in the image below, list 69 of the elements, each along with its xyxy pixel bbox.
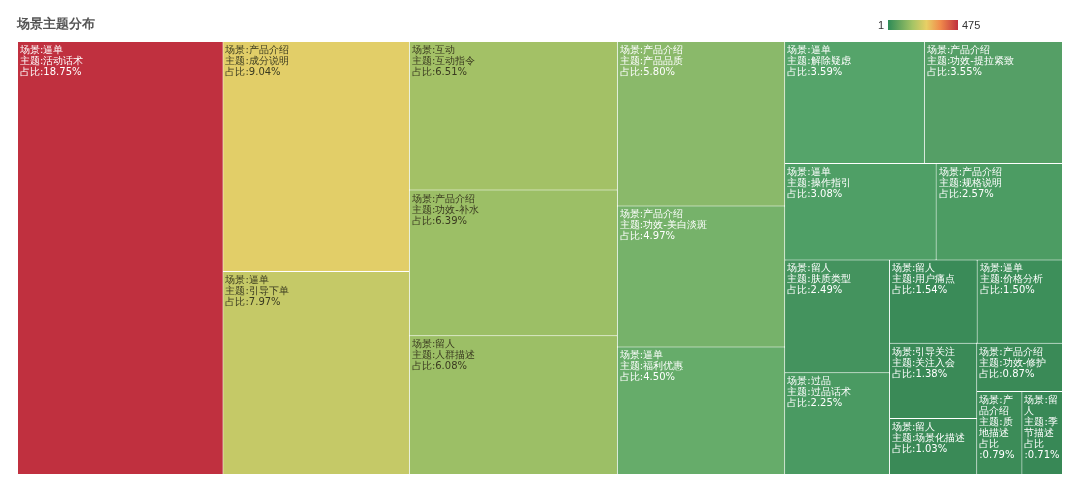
category-label: 主题:产品品质 — [619, 55, 684, 66]
text: 场景:产品介绍 — [926, 44, 991, 55]
category-label: 主题:功效-提拉紧致 — [926, 55, 1014, 66]
category-label: 主题:价格分析 — [979, 273, 1044, 285]
series-label: 场景:互动 — [410, 44, 456, 55]
data-label: 占比:2.57% — [938, 187, 994, 199]
series-label: 场景:引导关注 — [891, 345, 956, 357]
category-label: 主题:场景化描述 — [892, 431, 966, 443]
text: 场景:逼单 — [787, 165, 831, 177]
category-label: 主题:引导下单 — [225, 285, 289, 297]
text: 场景主题分布 — [16, 16, 95, 31]
data-label: 占比:0.87% — [979, 367, 1035, 379]
category-label: 主题:互动指令 — [411, 55, 476, 66]
data-label: 占比:1.03% — [892, 442, 948, 454]
data-label: 占比:3.55% — [926, 66, 983, 77]
text: 场景:产品介绍 — [619, 208, 684, 220]
category-label: 主题:操作指引 — [787, 176, 851, 188]
text: 1 — [877, 19, 884, 31]
category-label: 主题:功效-美白淡斑 — [619, 219, 707, 231]
data-label: 占比:5.80% — [619, 66, 676, 77]
text: 场景:产品介绍 — [619, 44, 684, 55]
text: 场景:留人 — [892, 262, 936, 274]
category-label: 主题:活动话术 — [20, 55, 84, 66]
text: 场景:逼单 — [787, 44, 831, 55]
text: 场景:产品介绍 — [411, 192, 476, 204]
data-label: 占比:9.04% — [225, 66, 281, 77]
category-label: 主题:功效-修护 — [979, 356, 1047, 368]
text: 场景:产品介绍 — [938, 165, 1003, 177]
category-label: 主题:规格说明 — [938, 176, 1003, 188]
data-label: 占比:3.59% — [787, 66, 843, 77]
series-label: 场景:过品 — [786, 375, 831, 387]
data-label: 占比:1.50% — [979, 284, 1035, 296]
series-label: 场景:逼单 — [19, 44, 64, 55]
data-label: 占比:1.38% — [892, 367, 948, 379]
category-label: 主题:关注入会 — [892, 356, 956, 368]
text: 场景:产品介绍 — [979, 394, 1013, 416]
text: 475 — [962, 19, 981, 31]
data-label: 占比:7.97% — [225, 296, 281, 308]
data-label: 占比:1.54% — [892, 284, 948, 296]
category-label: 主题:福利优惠 — [619, 360, 684, 372]
data-label: 占比:6.39% — [411, 214, 468, 226]
data-label: 占比:2.49% — [787, 284, 843, 296]
data-label: 占比:4.97% — [619, 230, 676, 242]
text: 场景:逼单 — [619, 349, 664, 361]
text: 场景:留人 — [787, 262, 831, 274]
data-label: 占比:6.08% — [411, 360, 468, 372]
category-label: 主题:人群描述 — [411, 349, 476, 361]
text: 场景:留人 — [892, 420, 936, 432]
category-label: 主题:质地描述 — [978, 416, 1013, 438]
category-label: 主题:成分说明 — [225, 55, 289, 66]
data-label: 占比:4.50% — [619, 371, 676, 383]
series-label: 场景:留人 — [410, 338, 456, 350]
text: 场景:逼单 — [225, 274, 269, 286]
category-label: 主题:季节描述 — [1024, 416, 1058, 438]
category-label: 主题:用户痛点 — [892, 273, 956, 285]
text: 场景:产品介绍 — [979, 345, 1043, 357]
text: 场景:留人 — [1024, 394, 1058, 416]
series-label: 场景:产品介绍 — [224, 44, 289, 55]
category-label: 主题:肤质类型 — [787, 273, 851, 285]
data-label: 占比:18.75% — [20, 66, 82, 77]
category-label: 主题:过品话术 — [787, 386, 851, 398]
data-label: 占比:6.51% — [411, 66, 468, 77]
data-label: 占比:0.79% — [979, 438, 1015, 460]
data-label: 占比:0.71% — [1024, 438, 1060, 460]
category-label: 主题:解除疑虑 — [787, 55, 851, 66]
text: 场景:逼单 — [979, 262, 1024, 274]
data-label: 占比:3.08% — [787, 187, 843, 199]
category-label: 主题:功效-补水 — [411, 203, 479, 215]
data-label: 占比:2.25% — [787, 397, 843, 409]
